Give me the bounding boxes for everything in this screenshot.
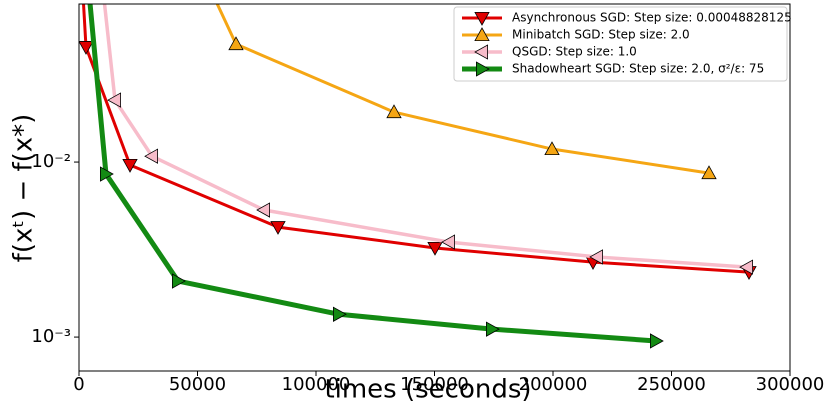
x-tick-label: 100000 bbox=[282, 374, 351, 395]
x-tick-label: 50000 bbox=[169, 374, 226, 395]
data-marker bbox=[701, 165, 717, 180]
x-tick-label: 0 bbox=[73, 374, 84, 395]
data-marker bbox=[386, 104, 402, 119]
data-marker bbox=[107, 92, 122, 108]
legend-box bbox=[453, 6, 788, 82]
data-marker bbox=[589, 249, 603, 265]
y-axis-label: f(xᵗ) − f(x*) bbox=[9, 114, 39, 263]
data-marker bbox=[441, 234, 455, 250]
legend: Asynchronous SGD: Step size: 0.000488281… bbox=[453, 6, 792, 82]
data-marker bbox=[144, 148, 159, 164]
data-marker bbox=[122, 159, 138, 173]
legend-label: Asynchronous SGD: Step size: 0.000488281… bbox=[512, 11, 792, 25]
legend-marker bbox=[475, 61, 490, 77]
data-marker bbox=[79, 41, 94, 55]
series-line bbox=[87, 4, 657, 344]
y-tick-label: 10⁻² bbox=[31, 151, 71, 172]
legend-marker bbox=[474, 11, 490, 26]
y-tick-label: 10⁻³ bbox=[31, 326, 71, 347]
legend-label: Minibatch SGD: Step size: 2.0 bbox=[512, 28, 690, 42]
legend-label: Shadowheart SGD: Step size: 2.0, σ²/ε: 7… bbox=[512, 62, 764, 76]
data-marker bbox=[427, 241, 443, 256]
legend-label: QSGD: Step size: 1.0 bbox=[512, 45, 637, 59]
legend-marker bbox=[474, 27, 490, 41]
data-marker bbox=[171, 273, 186, 289]
data-marker bbox=[739, 259, 754, 275]
data-marker bbox=[650, 333, 664, 349]
x-axis-label: times (seconds) bbox=[324, 375, 531, 405]
x-tick-label: 150000 bbox=[400, 374, 469, 395]
data-marker bbox=[486, 321, 500, 337]
data-marker bbox=[228, 36, 244, 51]
data-marker bbox=[99, 166, 114, 182]
x-tick-label: 300000 bbox=[756, 374, 825, 395]
data-marker bbox=[256, 202, 270, 218]
legend-marker bbox=[474, 44, 489, 60]
data-marker bbox=[544, 141, 560, 156]
plot-area bbox=[79, 4, 757, 349]
x-tick-label: 250000 bbox=[637, 374, 706, 395]
data-marker bbox=[270, 221, 286, 235]
x-tick-label: 200000 bbox=[519, 374, 588, 395]
data-marker bbox=[333, 306, 347, 322]
plot-frame bbox=[78, 3, 791, 372]
